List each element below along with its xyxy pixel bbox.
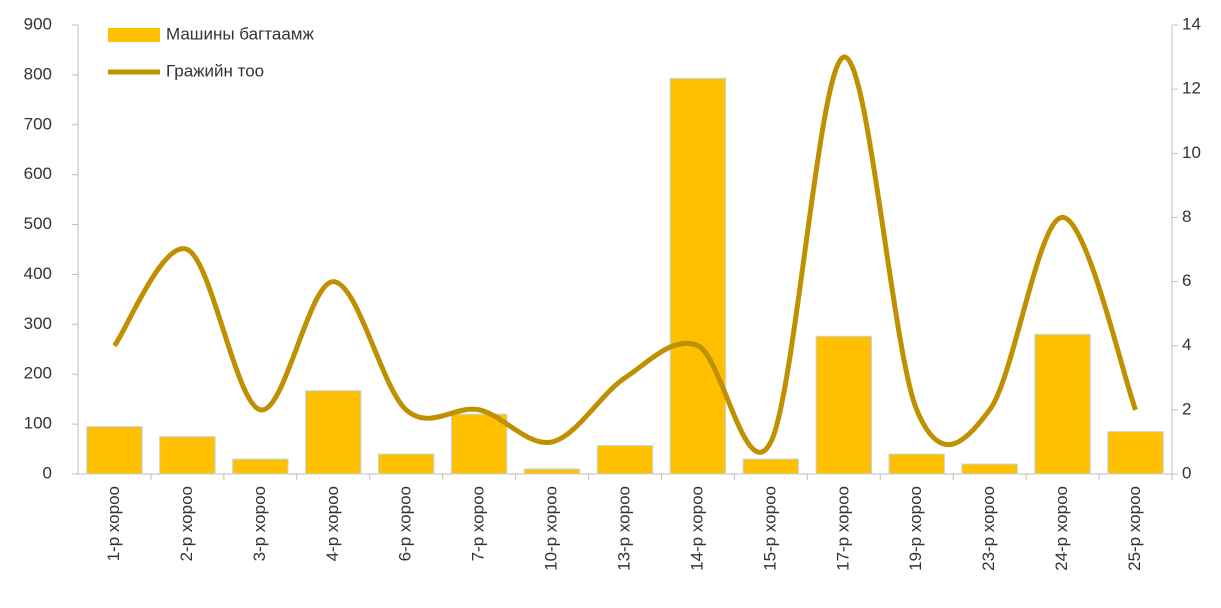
bar	[815, 335, 873, 475]
x-tick-label: 19-р хороо	[906, 486, 925, 571]
x-tick-label: 23-р хороо	[979, 486, 998, 571]
y-tick-label: 300	[24, 314, 52, 333]
y2-tick-label: 14	[1182, 14, 1201, 33]
y2-tick-label: 10	[1182, 143, 1201, 162]
y-tick-label: 900	[24, 14, 52, 33]
y-tick-label: 500	[24, 214, 52, 233]
x-tick-label: 6-р хороо	[396, 486, 415, 561]
legend-label: Машины багтаамж	[166, 24, 314, 43]
bar	[450, 413, 508, 475]
y2-tick-label: 0	[1182, 463, 1191, 482]
bar	[232, 458, 289, 475]
x-tick-label: 1-р хороо	[104, 486, 123, 561]
bar	[523, 468, 581, 475]
x-tick-label: 14-р хороо	[687, 486, 706, 571]
x-tick-label: 17-р хороо	[833, 486, 852, 571]
y-tick-label: 400	[24, 264, 52, 283]
bar	[305, 390, 362, 475]
bar	[888, 453, 945, 475]
bar	[1107, 431, 1164, 475]
x-tick-label: 4-р хороо	[323, 486, 342, 561]
y-tick-label: 800	[24, 64, 52, 83]
legend-swatch	[108, 28, 160, 42]
x-tick-label: 3-р хороо	[250, 486, 269, 561]
x-tick-label: 24-р хороо	[1052, 486, 1071, 571]
y2-tick-label: 2	[1182, 399, 1191, 418]
bar	[1034, 333, 1091, 475]
bar	[377, 453, 435, 475]
y-tick-label: 700	[24, 114, 52, 133]
y2-tick-label: 6	[1182, 271, 1191, 290]
y-tick-label: 600	[24, 164, 52, 183]
y-tick-label: 200	[24, 364, 52, 383]
bar	[961, 463, 1018, 475]
x-tick-label: 2-р хороо	[177, 486, 196, 561]
y2-tick-label: 8	[1182, 207, 1191, 226]
bar	[742, 458, 800, 475]
y2-tick-label: 4	[1182, 335, 1191, 354]
bar	[86, 426, 143, 475]
legend-label: Гражийн тоо	[166, 61, 264, 80]
x-tick-label: 15-р хороо	[760, 486, 779, 571]
y2-tick-label: 12	[1182, 79, 1201, 98]
bar	[159, 436, 216, 475]
x-tick-label: 13-р хороо	[614, 486, 633, 571]
bar	[596, 445, 654, 475]
line	[112, 54, 1138, 455]
y-tick-label: 100	[24, 414, 52, 433]
bar	[669, 77, 727, 475]
x-tick-label: 25-р хороо	[1125, 486, 1144, 571]
x-tick-label: 10-р хороо	[542, 486, 561, 571]
x-tick-label: 7-р хороо	[469, 486, 488, 561]
y-tick-label: 0	[43, 463, 52, 482]
